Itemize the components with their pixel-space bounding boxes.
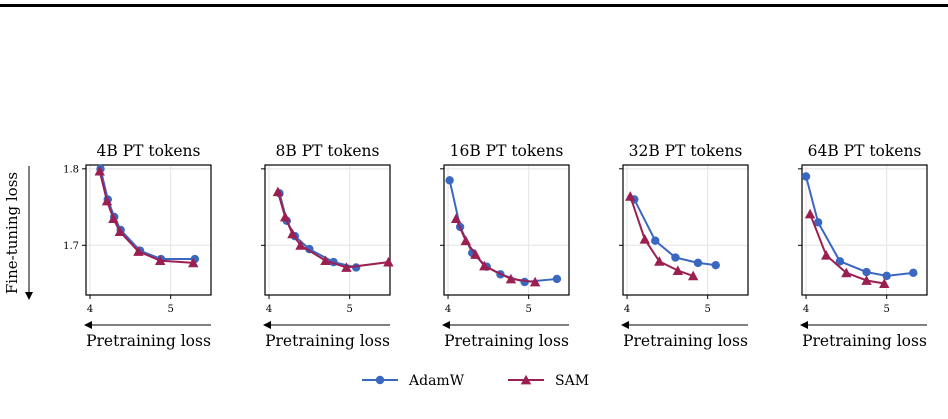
- data-point-sam: [341, 262, 352, 272]
- data-point-sam: [188, 257, 199, 268]
- series-line-adamw: [805, 176, 914, 277]
- chart-panel-2: 4 5 8B PT tokens Pretraining loss: [261, 142, 394, 350]
- legend-marker: [520, 374, 532, 385]
- chart-panel-5: 4 5 64B PT tokens Pretraining loss: [798, 142, 928, 350]
- x-tick-label: 5: [704, 304, 710, 315]
- top-rule: [0, 0, 948, 10]
- chart-title: 64B PT tokens: [808, 142, 922, 160]
- data-point-sam: [470, 249, 481, 259]
- data-point-adamw: [552, 274, 562, 284]
- data-point-adamw: [862, 267, 871, 277]
- data-point-sam: [450, 213, 462, 223]
- series-line-sam: [455, 218, 536, 283]
- data-point-sam: [879, 278, 890, 288]
- data-point-sam: [295, 240, 306, 250]
- data-point-adamw: [711, 260, 720, 270]
- data-point-sam: [820, 250, 832, 260]
- chart-title: 4B PT tokens: [97, 142, 201, 160]
- data-point-sam: [460, 235, 471, 246]
- data-point-sam: [654, 256, 665, 266]
- x-axis-label: Pretraining loss: [444, 332, 569, 350]
- plot-frame: [622, 164, 749, 296]
- plot-frame: [264, 164, 391, 296]
- caption-cutoff: [0, 408, 948, 419]
- data-point-sam: [279, 211, 291, 222]
- y-tick-label: 1.7: [63, 241, 79, 252]
- legend-item-adamw: AdamW: [362, 373, 465, 389]
- x-tick-label: 5: [525, 304, 531, 315]
- plot-frame: [443, 164, 570, 296]
- data-point-sam: [687, 270, 699, 281]
- chart-panel-4: 4 5 32B PT tokens Pretraining loss: [619, 142, 749, 350]
- legend: AdamW SAM: [362, 373, 589, 389]
- data-point-sam: [133, 246, 144, 256]
- data-point-sam: [320, 255, 331, 266]
- data-point-sam: [841, 267, 852, 278]
- data-point-adamw: [693, 258, 703, 268]
- data-point-adamw: [835, 257, 845, 266]
- y-tick-label: 1.8: [63, 164, 79, 175]
- x-tick-label: 4: [803, 304, 809, 315]
- plot-frame: [85, 164, 212, 296]
- x-tick-label: 4: [624, 304, 630, 315]
- data-point-sam: [272, 186, 284, 197]
- chart-panel-3: 4 5 16B PT tokens Pretraining loss: [440, 142, 570, 350]
- plot-frame: [801, 164, 928, 296]
- data-point-sam: [861, 275, 872, 285]
- x-axis-label: Pretraining loss: [265, 332, 390, 350]
- legend-item-sam: SAM: [508, 373, 589, 389]
- data-point-adamw: [651, 236, 660, 245]
- x-axis-label: Pretraining loss: [623, 332, 748, 350]
- data-point-adamw: [882, 271, 891, 281]
- data-point-sam: [154, 255, 166, 266]
- x-tick-label: 5: [883, 304, 889, 315]
- x-tick-label: 4: [445, 304, 451, 315]
- data-point-adamw: [445, 176, 454, 185]
- x-axis-label: Pretraining loss: [86, 332, 211, 350]
- x-tick-label: 4: [87, 304, 93, 315]
- data-point-sam: [625, 191, 636, 201]
- data-point-sam: [94, 165, 105, 176]
- x-tick-label: 5: [346, 304, 352, 315]
- data-point-sam: [804, 208, 816, 219]
- chart-title: 8B PT tokens: [276, 142, 380, 160]
- series-line-adamw: [448, 180, 557, 283]
- x-axis-label: Pretraining loss: [802, 332, 927, 350]
- data-point-sam: [639, 233, 650, 244]
- data-point-sam: [108, 213, 119, 223]
- data-point-sam: [529, 276, 541, 287]
- series-line-sam: [276, 191, 389, 269]
- data-point-adamw: [813, 218, 823, 227]
- data-point-adamw: [909, 268, 918, 278]
- data-point-sam: [114, 226, 126, 236]
- chart-title: 16B PT tokens: [450, 142, 564, 160]
- x-tick-label: 4: [266, 304, 272, 315]
- data-point-sam: [505, 273, 517, 284]
- legend-label: AdamW: [408, 373, 465, 389]
- data-point-sam: [287, 228, 298, 239]
- data-point-sam: [383, 256, 394, 267]
- chart-panel-1: 4 5 1.7 1.8 4B PT tokens Pretraining loss: [63, 142, 212, 350]
- data-point-adamw: [671, 253, 680, 262]
- data-point-sam: [101, 195, 113, 206]
- data-point-sam: [479, 260, 490, 271]
- y-axis-label: Fine-tuning loss: [3, 172, 21, 294]
- data-point-sam: [672, 265, 684, 275]
- legend-label: SAM: [555, 373, 589, 389]
- x-tick-label: 5: [167, 304, 173, 315]
- chart-title: 32B PT tokens: [629, 142, 743, 160]
- legend-marker: [375, 375, 385, 385]
- data-point-adamw: [801, 172, 811, 181]
